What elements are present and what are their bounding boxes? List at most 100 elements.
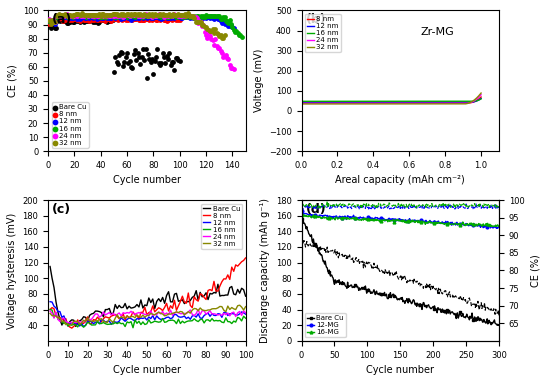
12 nm xyxy=(113,13,122,19)
16 nm xyxy=(128,13,137,19)
16 nm xyxy=(96,13,105,19)
24 nm xyxy=(219,54,228,60)
Bare Cu xyxy=(242,294,249,298)
12 nm xyxy=(86,319,93,324)
32 nm xyxy=(170,11,179,18)
12 nm xyxy=(112,14,121,20)
32 nm xyxy=(61,11,69,17)
Bare Cu xyxy=(91,19,100,25)
Bare Cu xyxy=(62,20,71,26)
8 nm xyxy=(445,100,452,105)
32 nm xyxy=(87,12,96,18)
12 nm xyxy=(194,14,202,20)
32 nm xyxy=(203,26,212,32)
32 nm xyxy=(112,11,121,17)
12 nm xyxy=(129,15,138,21)
24 nm xyxy=(94,13,102,19)
Bare Cu xyxy=(420,303,426,308)
32 nm xyxy=(474,96,480,100)
8 nm xyxy=(242,256,249,260)
Bare Cu xyxy=(165,290,172,294)
32 nm xyxy=(405,102,412,106)
32 nm xyxy=(137,12,146,18)
32 nm xyxy=(236,303,243,308)
32 nm xyxy=(96,13,105,19)
16 nm xyxy=(161,14,170,20)
12 nm xyxy=(215,16,224,22)
Text: (c): (c) xyxy=(52,203,71,216)
24 nm xyxy=(98,12,107,18)
16-MG xyxy=(416,220,423,225)
Line: 12 nm: 12 nm xyxy=(50,302,246,327)
32 nm xyxy=(95,11,104,17)
16 nm xyxy=(189,13,197,19)
24 nm xyxy=(203,35,212,41)
12 nm xyxy=(219,19,228,25)
24 nm xyxy=(169,12,178,18)
24 nm xyxy=(213,45,222,51)
16 nm xyxy=(182,13,191,19)
12 nm xyxy=(242,312,249,316)
12 nm xyxy=(225,23,234,29)
8 nm xyxy=(49,20,58,26)
24 nm xyxy=(124,12,133,18)
32 nm xyxy=(62,12,71,18)
Bare Cu xyxy=(47,264,54,269)
16 nm xyxy=(107,13,115,19)
Bare Cu xyxy=(54,16,63,22)
Bare Cu xyxy=(127,65,136,71)
12 nm xyxy=(125,15,134,21)
Bare Cu xyxy=(45,22,54,28)
32 nm xyxy=(91,12,100,18)
24 nm xyxy=(135,13,143,19)
8 nm xyxy=(47,307,54,312)
8 nm xyxy=(48,19,56,25)
12 nm xyxy=(78,14,87,20)
16 nm xyxy=(223,18,231,24)
Y-axis label: Voltage hysteresis (mV): Voltage hysteresis (mV) xyxy=(7,212,17,329)
X-axis label: Cycle number: Cycle number xyxy=(113,365,181,375)
Bare Cu xyxy=(53,18,62,24)
8 nm xyxy=(58,18,67,24)
32 nm xyxy=(73,11,82,17)
8 nm xyxy=(111,16,120,23)
8 nm xyxy=(165,309,172,313)
32 nm xyxy=(181,11,189,18)
12 nm xyxy=(216,18,225,24)
Bare Cu xyxy=(94,20,102,26)
Bare Cu xyxy=(173,55,182,61)
32 nm xyxy=(176,12,184,18)
Bare Cu xyxy=(496,322,502,327)
12 nm xyxy=(137,13,146,19)
8 nm xyxy=(120,16,129,22)
12 nm xyxy=(102,14,110,20)
24 nm xyxy=(82,12,91,18)
24 nm xyxy=(57,13,66,19)
Bare Cu xyxy=(136,61,144,67)
12 nm xyxy=(152,14,160,20)
32 nm xyxy=(53,13,62,19)
16 nm xyxy=(242,316,249,320)
16 nm xyxy=(298,99,305,104)
24 nm xyxy=(89,12,97,18)
16 nm xyxy=(222,18,230,24)
24 nm xyxy=(150,13,159,19)
24 nm xyxy=(90,13,98,19)
16-MG xyxy=(300,212,307,217)
24 nm xyxy=(174,13,183,19)
8 nm xyxy=(89,16,97,22)
Bare Cu xyxy=(148,56,156,62)
8 nm xyxy=(78,15,87,21)
32 nm xyxy=(196,19,205,26)
16 nm xyxy=(51,14,60,20)
12 nm xyxy=(62,14,71,20)
16 nm xyxy=(225,17,234,23)
Bare Cu xyxy=(75,19,84,25)
16 nm xyxy=(60,13,68,19)
16 nm xyxy=(148,13,156,19)
16 nm xyxy=(228,24,237,31)
8 nm xyxy=(158,16,167,22)
12 nm xyxy=(200,14,209,20)
Bare Cu xyxy=(87,17,96,23)
12 nm xyxy=(213,16,222,22)
